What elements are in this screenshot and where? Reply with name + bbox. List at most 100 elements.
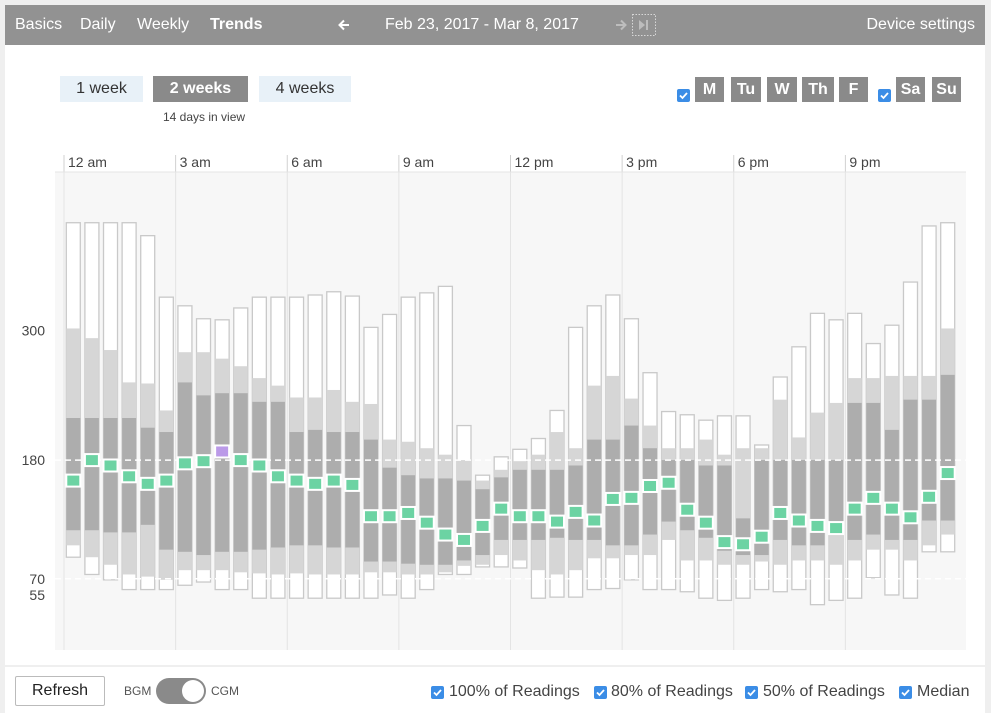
legend-checkbox[interactable] xyxy=(899,686,912,699)
range-box xyxy=(568,465,583,540)
tab[interactable]: Daily xyxy=(80,16,116,33)
median xyxy=(325,473,342,488)
range-box xyxy=(791,460,806,546)
median xyxy=(344,477,361,492)
toggle-label: CGM xyxy=(211,684,239,698)
median xyxy=(288,473,305,488)
legend-label: Median xyxy=(917,683,970,700)
range-box xyxy=(438,478,453,565)
median xyxy=(121,469,138,484)
range-box xyxy=(661,460,676,522)
median xyxy=(902,510,919,525)
x-tick-label: 6 am xyxy=(291,154,322,170)
range-box xyxy=(512,469,527,540)
median xyxy=(102,458,119,473)
legend-checkbox[interactable] xyxy=(745,686,758,699)
prev-arrow[interactable] xyxy=(338,19,350,31)
next-arrow[interactable] xyxy=(615,19,627,31)
median xyxy=(604,491,621,506)
date-range: Feb 23, 2017 - Mar 8, 2017 xyxy=(385,16,579,33)
median xyxy=(83,453,100,468)
y-tick-label: 70 xyxy=(29,571,45,587)
median xyxy=(679,502,696,517)
range-box xyxy=(215,393,230,552)
median xyxy=(139,476,156,491)
range-box xyxy=(84,418,99,531)
median xyxy=(828,521,845,536)
range-box xyxy=(866,402,881,535)
median xyxy=(474,518,491,533)
median xyxy=(697,515,714,530)
range-box xyxy=(252,401,267,550)
range-box xyxy=(829,460,844,535)
median xyxy=(214,444,231,459)
median xyxy=(418,515,435,530)
range-box xyxy=(624,425,639,546)
range-button[interactable]: 1 week xyxy=(60,76,143,102)
day-button[interactable]: W xyxy=(767,77,797,102)
x-tick-label: 12 am xyxy=(68,154,107,170)
x-tick-label: 3 am xyxy=(180,154,211,170)
median xyxy=(362,509,379,524)
legend-checkbox[interactable] xyxy=(594,686,607,699)
median xyxy=(437,527,454,542)
tab[interactable]: Trends xyxy=(210,16,263,33)
range-box xyxy=(884,429,899,540)
x-tick-label: 12 pm xyxy=(515,154,554,170)
median xyxy=(455,532,472,547)
median xyxy=(586,513,603,528)
x-tick-label: 3 pm xyxy=(626,154,657,170)
median xyxy=(251,458,268,473)
median xyxy=(716,535,733,550)
day-button[interactable]: Su xyxy=(932,77,961,102)
median xyxy=(846,501,863,516)
x-tick-label: 9 pm xyxy=(849,154,880,170)
legend-label: 100% of Readings xyxy=(449,683,580,700)
day-button[interactable]: Tu xyxy=(731,77,761,102)
median xyxy=(381,509,398,524)
range-box xyxy=(233,393,248,552)
range-box xyxy=(140,427,155,525)
median xyxy=(176,456,193,471)
range-box xyxy=(363,439,378,562)
legend-checkbox[interactable] xyxy=(431,686,444,699)
days-in-view: 14 days in view xyxy=(163,110,246,124)
median xyxy=(809,518,826,533)
median xyxy=(772,505,789,520)
range-box xyxy=(196,395,211,556)
range-box xyxy=(531,469,546,540)
median xyxy=(567,504,584,519)
tab[interactable]: Weekly xyxy=(137,16,190,33)
median xyxy=(883,501,900,516)
range-box xyxy=(903,399,918,540)
day-button[interactable]: Th xyxy=(802,77,834,102)
y-tick-label: 180 xyxy=(22,452,46,468)
weekend-checkbox[interactable] xyxy=(878,89,891,102)
day-button[interactable]: F xyxy=(839,77,868,102)
weekday-checkbox[interactable] xyxy=(677,89,690,102)
day-button[interactable]: M xyxy=(695,77,724,102)
median xyxy=(65,473,82,488)
y-tick-label: 300 xyxy=(22,323,46,339)
most-recent-button[interactable] xyxy=(632,14,656,36)
range-box xyxy=(940,374,955,521)
range-button[interactable]: 4 weeks xyxy=(259,76,351,102)
median xyxy=(530,509,547,524)
median xyxy=(642,478,659,493)
refresh-button[interactable]: Refresh xyxy=(15,676,105,706)
range-box xyxy=(326,432,341,548)
range-box xyxy=(159,432,174,550)
toggle[interactable] xyxy=(156,678,206,704)
range-button[interactable]: 2 weeks xyxy=(153,76,248,102)
day-button[interactable]: Sa xyxy=(896,77,925,102)
x-tick-label: 9 am xyxy=(403,154,434,170)
device-settings[interactable]: Device settings xyxy=(866,16,976,33)
median xyxy=(493,501,510,516)
median xyxy=(790,513,807,528)
median xyxy=(158,473,175,488)
median xyxy=(232,453,249,468)
median xyxy=(735,537,752,552)
tab[interactable]: Basics xyxy=(15,16,63,33)
